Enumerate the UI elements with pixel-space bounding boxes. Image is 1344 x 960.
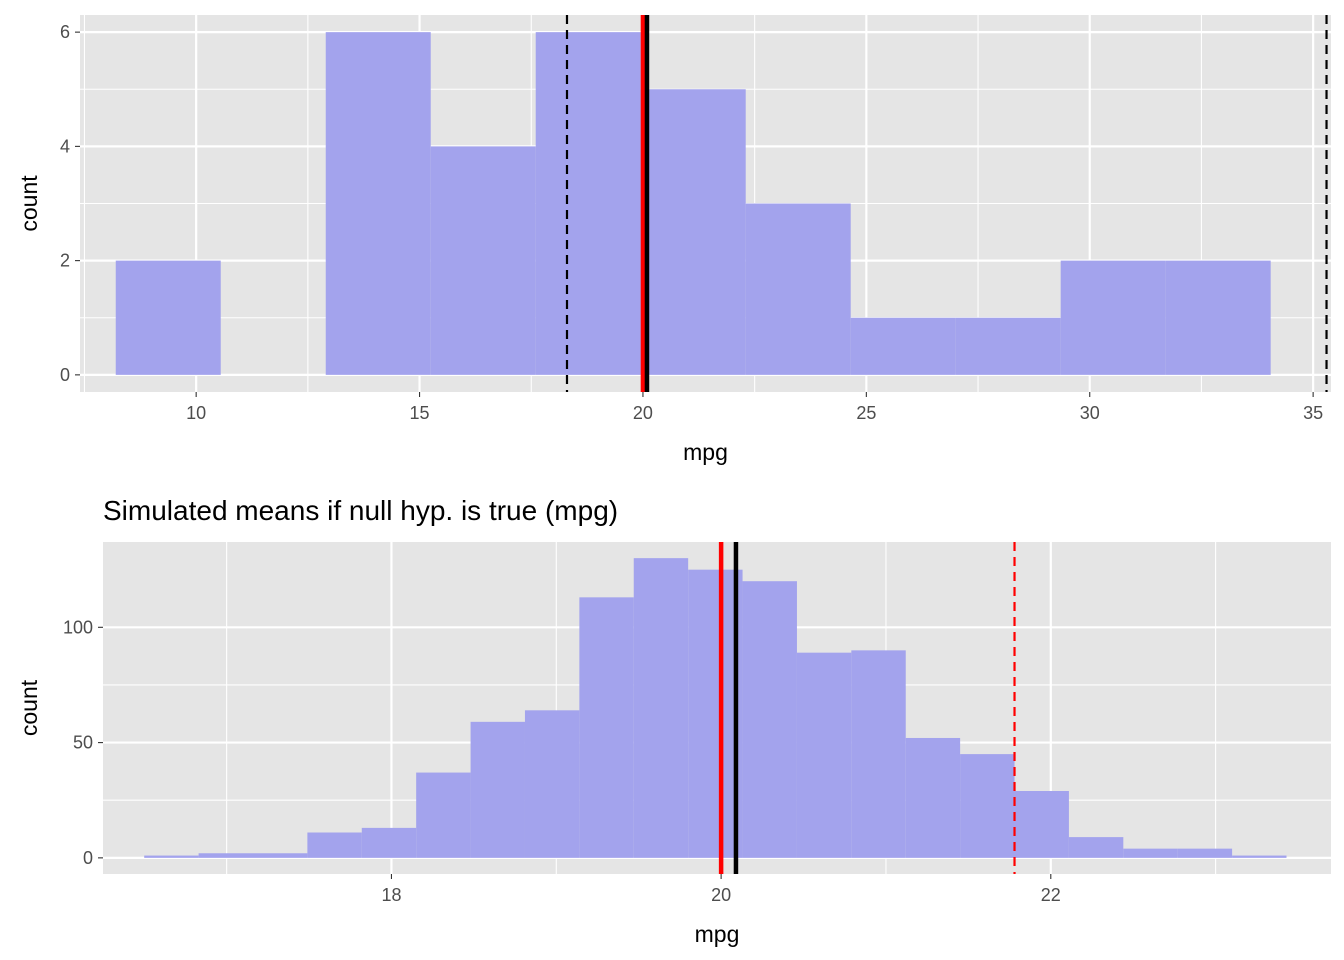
y-tick-label: 0 (83, 848, 93, 868)
histogram-bar (640, 89, 746, 375)
y-axis-title: count (16, 175, 42, 232)
histogram-bar (955, 317, 1061, 375)
x-tick-label: 20 (711, 885, 731, 905)
y-axis-title: count (16, 679, 42, 736)
histogram-bar (416, 772, 471, 858)
simulated-means-histogram-panel: 18 20 22 0 50 100 mpg count Simulated means if n… (16, 495, 1331, 947)
histogram-bar (851, 650, 906, 858)
histogram-bar (430, 146, 536, 375)
histogram-bar (1177, 848, 1233, 858)
histogram-bar (470, 721, 525, 858)
histogram-bar (1232, 855, 1287, 858)
y-tick-label: 50 (73, 733, 93, 753)
y-tick-label: 2 (60, 251, 70, 271)
y-tick-label: 100 (63, 617, 93, 637)
y-tick-label: 6 (60, 22, 70, 42)
histogram-bar (144, 855, 199, 858)
x-tick-label: 25 (856, 403, 876, 423)
x-tick-label: 15 (410, 403, 430, 423)
histogram-bar (905, 737, 961, 858)
histogram-bar (1014, 791, 1069, 858)
histogram-bar (850, 317, 956, 375)
x-tick-label: 10 (186, 403, 206, 423)
histogram-bar (796, 652, 852, 858)
histogram-bar (325, 32, 431, 375)
histogram-bar (745, 203, 851, 375)
histogram-bar (115, 260, 221, 375)
histogram-bar (1060, 260, 1166, 375)
x-tick-label: 18 (381, 885, 401, 905)
y-tick-label: 4 (60, 136, 70, 156)
x-tick-label: 30 (1080, 403, 1100, 423)
x-tick-label: 35 (1303, 403, 1323, 423)
histogram-bar (579, 597, 634, 858)
histogram-bar (1068, 837, 1124, 858)
x-axis-title: mpg (695, 921, 740, 947)
histogram-bar (535, 32, 641, 375)
histogram-bar (252, 853, 308, 858)
x-tick-label: 22 (1041, 885, 1061, 905)
histogram-bar (361, 827, 417, 858)
histogram-bar (633, 558, 689, 858)
histogram-bar (524, 710, 580, 858)
histogram-bar (198, 853, 253, 858)
histogram-bar (960, 754, 1015, 858)
chart-title: Simulated means if null hyp. is true (mp… (103, 495, 618, 526)
histogram-bar (307, 832, 362, 858)
y-tick-label: 0 (60, 365, 70, 385)
mpg-histogram-panel: 10 15 20 25 30 35 0 2 4 6 mpg count (16, 15, 1331, 465)
histogram-bar (688, 569, 743, 858)
histogram-bar (1165, 260, 1271, 375)
x-tick-label: 20 (633, 403, 653, 423)
histogram-bar (1123, 848, 1178, 858)
histogram-bar (742, 581, 797, 858)
x-axis-title: mpg (683, 439, 728, 465)
